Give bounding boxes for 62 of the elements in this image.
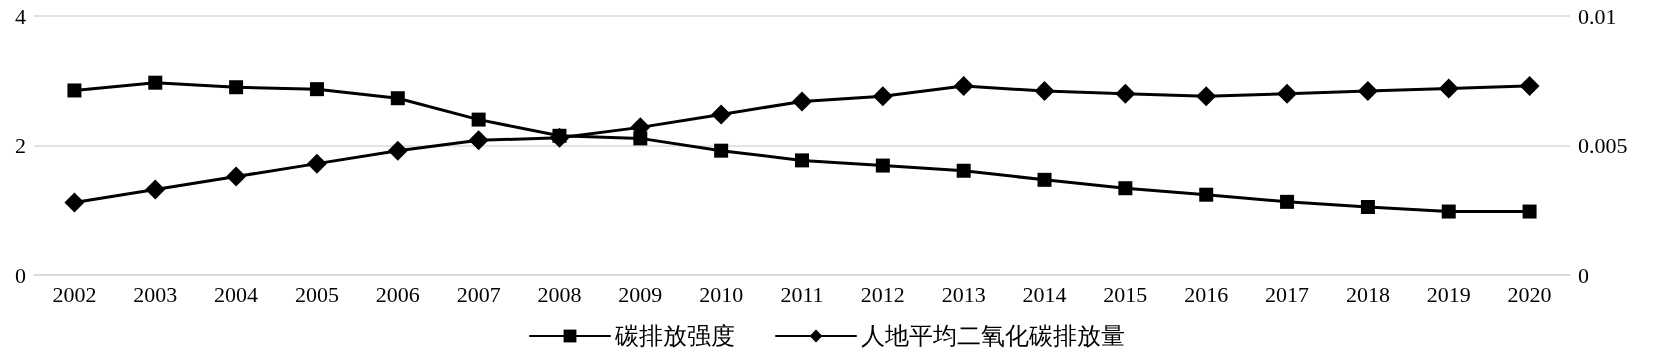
- point: [1280, 194, 1295, 209]
- point: [711, 104, 732, 125]
- x-tick-label: 2011: [780, 281, 824, 307]
- point: [714, 143, 729, 158]
- point: [471, 112, 486, 127]
- point: [1037, 172, 1052, 187]
- x-tick-label: 2019: [1426, 281, 1471, 307]
- point: [956, 163, 971, 178]
- x-tick-label: 2016: [1184, 281, 1229, 307]
- point: [795, 153, 809, 168]
- point: [390, 91, 405, 106]
- x-tick-label: 2008: [537, 281, 582, 307]
- point: [1438, 78, 1459, 99]
- legend-label: 人地平均二氧化碳排放量: [861, 323, 1125, 349]
- point: [792, 91, 812, 112]
- point: [1522, 204, 1537, 219]
- x-tick-label: 2020: [1507, 281, 1552, 307]
- y-tick-label: 4: [15, 3, 26, 29]
- point: [226, 166, 247, 187]
- point: [1199, 187, 1214, 202]
- x-tick-label: 2002: [52, 281, 97, 307]
- x-tick-label: 2010: [699, 281, 744, 307]
- point: [67, 83, 82, 98]
- point: [1196, 86, 1217, 107]
- point: [872, 86, 893, 107]
- x-tick-label: 2006: [375, 281, 420, 307]
- point: [1360, 200, 1375, 215]
- point: [1441, 204, 1456, 219]
- point: [1357, 81, 1378, 102]
- x-tick-label: 2018: [1345, 281, 1390, 307]
- x-tick-label: 2012: [860, 281, 905, 307]
- x-tick-label: 2014: [1022, 281, 1067, 307]
- point: [1034, 81, 1055, 102]
- y2-tick-label: 0.01: [1578, 3, 1617, 29]
- x-tick-label: 2017: [1265, 281, 1310, 307]
- point: [64, 192, 85, 213]
- x-tick-label: 2005: [294, 281, 339, 307]
- y-tick-label: 0: [15, 262, 26, 288]
- x-tick-label: 2007: [456, 281, 501, 307]
- point: [145, 179, 166, 200]
- legend-label: 碳排放强度: [614, 323, 735, 349]
- point: [875, 158, 890, 173]
- y2-tick-label: 0: [1578, 262, 1589, 288]
- point: [1277, 83, 1298, 104]
- x-tick-label: 2013: [941, 281, 986, 307]
- point: [229, 80, 244, 95]
- x-tick-label: 2015: [1103, 281, 1148, 307]
- point: [953, 75, 974, 96]
- y2-tick-label: 0.005: [1578, 133, 1628, 158]
- point: [468, 130, 489, 151]
- point: [148, 75, 163, 90]
- point: [1115, 83, 1136, 104]
- point: [387, 140, 408, 161]
- point: [1519, 75, 1540, 96]
- point: [309, 82, 324, 97]
- point: [549, 127, 570, 148]
- point: [1118, 181, 1133, 196]
- y-tick-label: 2: [15, 133, 26, 158]
- x-tick-label: 2003: [133, 281, 178, 307]
- x-tick-label: 2009: [618, 281, 663, 307]
- x-tick-label: 2004: [214, 281, 259, 307]
- point: [306, 153, 327, 174]
